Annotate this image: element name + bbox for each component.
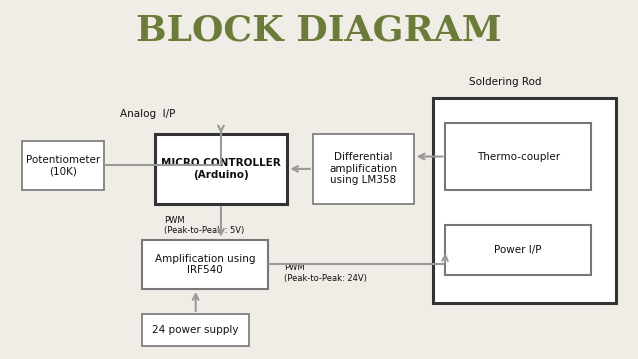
Text: Power I/P: Power I/P [494,245,542,255]
Bar [142,239,269,289]
Bar [445,225,591,275]
Text: MICRO CONTROLLER
(Arduino): MICRO CONTROLLER (Arduino) [161,158,281,180]
Bar [433,98,616,303]
Bar [142,314,249,346]
Text: Potentiometer
(10K): Potentiometer (10K) [26,155,100,176]
Text: Soldering Rod: Soldering Rod [470,77,542,87]
Text: BLOCK DIAGRAM: BLOCK DIAGRAM [136,13,502,47]
Text: PWM
(Peak-to-Peak : 5V): PWM (Peak-to-Peak : 5V) [164,216,244,235]
Text: PWM
(Peak-to-Peak: 24V): PWM (Peak-to-Peak: 24V) [284,264,367,283]
Bar [22,141,104,190]
Bar [154,134,287,204]
Text: 24 power supply: 24 power supply [152,325,239,335]
Bar [313,134,414,204]
Text: Differential
amplification
using LM358: Differential amplification using LM358 [329,152,397,186]
Text: Amplification using
IRF540: Amplification using IRF540 [155,253,255,275]
Text: Thermo-coupler: Thermo-coupler [477,151,560,162]
Bar [445,123,591,190]
Text: Analog  I/P: Analog I/P [120,109,175,119]
